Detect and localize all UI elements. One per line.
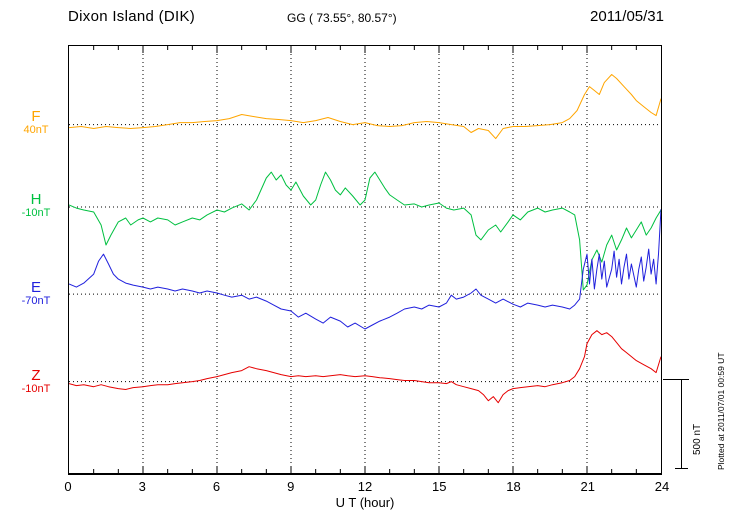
plot-area: [68, 45, 662, 475]
plotted-at-note: Plotted at 2011/07/01 00:59 UT: [716, 352, 726, 470]
scale-bar-label: 500 nT: [692, 423, 703, 455]
scale-bar-bottom-cap: [675, 468, 688, 469]
channel-name-H: H: [30, 191, 42, 209]
channel-name-E: E: [30, 278, 41, 296]
channel-baseline-value-H: -10nT: [21, 207, 51, 220]
x-tick-label-24: 24: [654, 479, 670, 494]
channel-baseline-value-Z: -10nT: [21, 382, 51, 395]
trace-H: [69, 171, 661, 291]
x-tick-label-15: 15: [432, 479, 447, 494]
x-axis-tick-labels: 0 3 6 9 12 15 18 21 24: [0, 479, 730, 495]
channel-label-E: E -70nT: [10, 280, 62, 307]
x-tick-label-0: 0: [64, 479, 72, 494]
channel-baseline-value-F: 40nT: [23, 124, 49, 137]
channel-label-Z: Z -10nT: [10, 368, 62, 395]
x-tick-label-18: 18: [506, 479, 521, 494]
trace-E: [69, 209, 661, 330]
channel-name-Z: Z: [31, 366, 41, 384]
trace-Z: [69, 330, 661, 404]
trace-F: [69, 74, 661, 140]
scale-bar-top-cap: [663, 379, 689, 380]
x-tick-label-3: 3: [138, 479, 146, 494]
magnetogram-plot: [69, 46, 661, 473]
plot-date: 2011/05/31: [590, 8, 664, 25]
channel-label-F: F 40nT: [10, 109, 62, 136]
x-axis-label: U T (hour): [335, 495, 395, 510]
x-tick-label-6: 6: [212, 479, 221, 494]
x-tick-label-12: 12: [357, 479, 373, 494]
channel-baseline-value-E: -70nT: [21, 294, 51, 307]
channel-name-F: F: [31, 108, 41, 126]
x-tick-label-9: 9: [287, 479, 295, 494]
channel-label-H: H -10nT: [10, 192, 62, 219]
station-coordinates: GG ( 73.55°, 80.57°): [287, 11, 397, 25]
station-title: Dixon Island (DIK): [68, 8, 196, 25]
scale-bar-line: [681, 379, 682, 469]
x-tick-label-21: 21: [580, 479, 595, 494]
